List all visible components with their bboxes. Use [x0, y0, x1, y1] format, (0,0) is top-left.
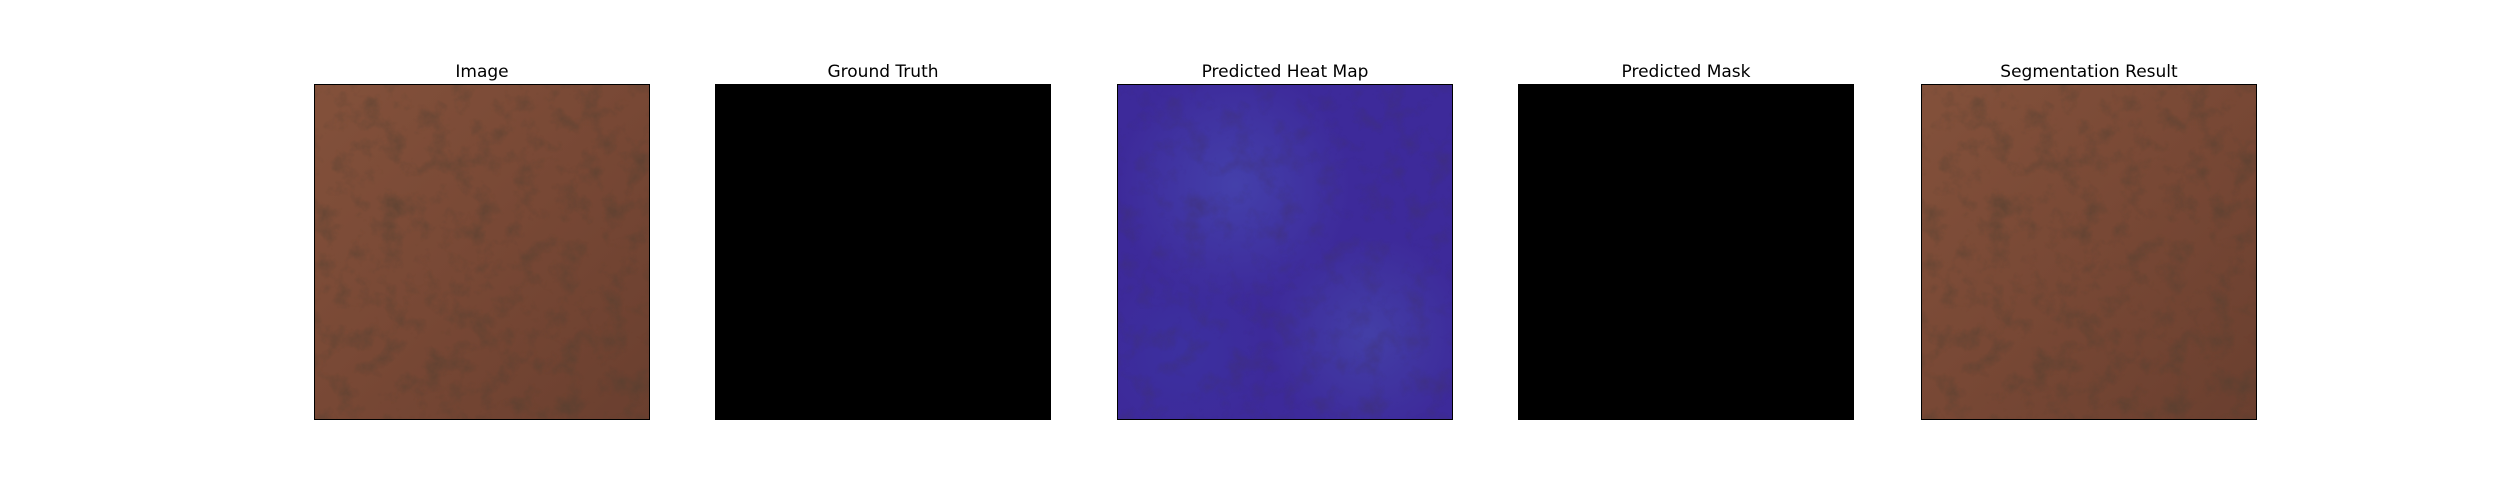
leather-grain: [315, 85, 649, 419]
panel-title: Predicted Heat Map: [1117, 60, 1453, 84]
ground-truth-mask: [715, 84, 1051, 420]
panel-image: Image: [314, 60, 650, 84]
predicted-mask: [1518, 84, 1854, 420]
mask-fill: [1519, 85, 1853, 419]
heat-map-image: [1117, 84, 1453, 420]
leather-grain: [1922, 85, 2256, 419]
input-image: [314, 84, 650, 420]
panel-heat-map: Predicted Heat Map: [1117, 60, 1453, 84]
panel-title: Image: [314, 60, 650, 84]
mask-fill: [716, 85, 1050, 419]
panel-ground-truth: Ground Truth: [715, 60, 1051, 84]
heat-grain: [1118, 85, 1452, 419]
panel-title: Segmentation Result: [1921, 60, 2257, 84]
panel-predicted-mask: Predicted Mask: [1518, 60, 1854, 84]
panel-title: Predicted Mask: [1518, 60, 1854, 84]
panel-segmentation-result: Segmentation Result: [1921, 60, 2257, 84]
panel-title: Ground Truth: [715, 60, 1051, 84]
segmentation-result-image: [1921, 84, 2257, 420]
